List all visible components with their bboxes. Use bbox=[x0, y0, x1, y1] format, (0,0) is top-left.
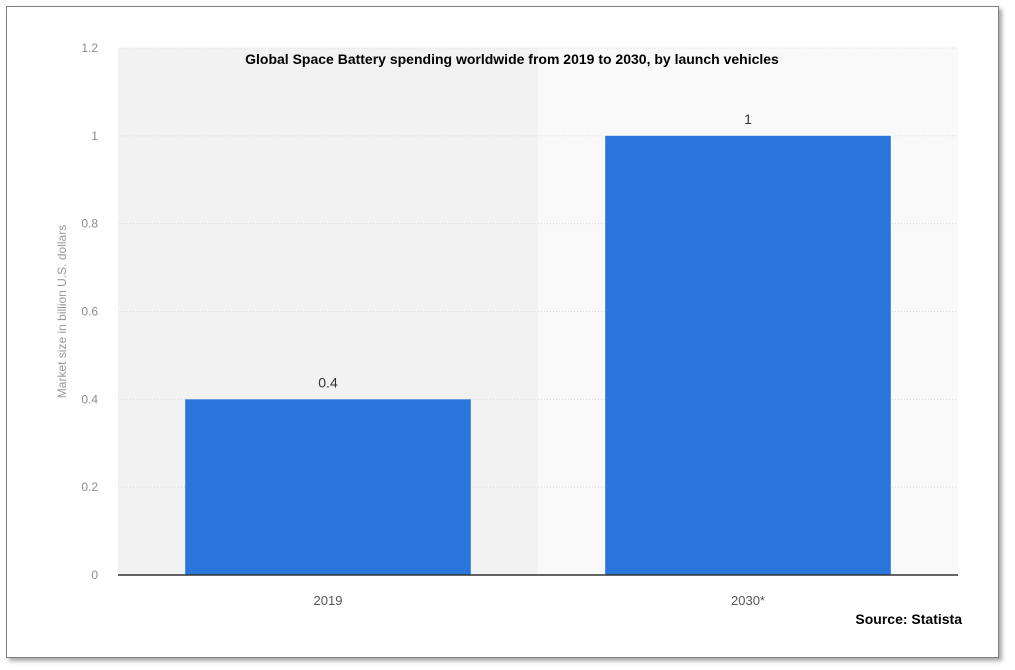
y-tick-label: 0.8 bbox=[81, 217, 98, 231]
data-label: 1 bbox=[744, 111, 752, 127]
bars bbox=[185, 135, 891, 576]
data-labels: 0.41 bbox=[318, 111, 752, 391]
y-tick-label: 1.2 bbox=[81, 41, 98, 55]
data-label: 0.4 bbox=[318, 374, 338, 390]
x-tick-label: 2019 bbox=[314, 593, 343, 608]
y-tick-label: 0.6 bbox=[81, 305, 98, 319]
y-axis-ticks: 0 0.2 0.4 0.6 0.8 1 1.2 bbox=[81, 41, 98, 582]
source-label: Source: Statista bbox=[855, 611, 962, 627]
y-tick-label: 1 bbox=[91, 129, 98, 143]
bar bbox=[605, 135, 891, 576]
y-tick-label: 0.2 bbox=[81, 480, 98, 494]
y-axis-title: Market size in billion U.S. dollars bbox=[55, 225, 69, 398]
bar bbox=[185, 399, 471, 575]
chart-title: Global Space Battery spending worldwide … bbox=[245, 51, 779, 67]
x-axis-categories: 2019 2030* bbox=[314, 593, 765, 608]
x-tick-label: 2030* bbox=[731, 593, 765, 608]
y-tick-label: 0 bbox=[91, 568, 98, 582]
y-tick-label: 0.4 bbox=[81, 392, 98, 406]
